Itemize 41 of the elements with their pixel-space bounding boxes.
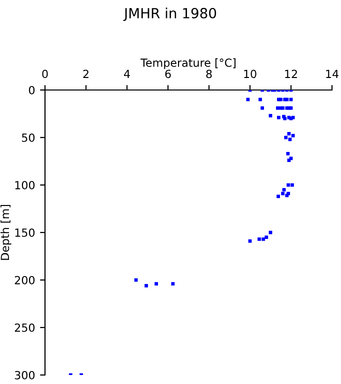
point — [258, 98, 262, 102]
y-tick-label: 200 — [14, 276, 35, 284]
point — [268, 114, 272, 118]
point — [154, 282, 158, 286]
x-tick-label: 8 — [206, 70, 212, 78]
point — [171, 282, 175, 286]
point — [281, 192, 284, 196]
y-tick-label: 0 — [28, 86, 35, 94]
point — [246, 98, 250, 102]
chart-title: JMHR in 1980 — [123, 8, 216, 22]
x-tick-label: 14 — [326, 70, 338, 78]
x-tick-label: 0 — [42, 70, 48, 78]
x-tick-label: 12 — [285, 70, 297, 78]
x-tick-label: 4 — [124, 70, 130, 78]
y-tick-label: 150 — [15, 228, 35, 237]
point — [282, 188, 286, 192]
point — [264, 236, 268, 239]
point — [260, 106, 264, 110]
y-axis-title: Depth [m] — [0, 205, 12, 260]
point — [262, 237, 266, 241]
x-tick-label: 2 — [83, 70, 88, 78]
point — [291, 134, 295, 138]
y-tick-label: 100 — [15, 180, 35, 190]
point — [144, 284, 148, 288]
point — [286, 183, 290, 187]
x-tick-label: 10 — [244, 70, 256, 78]
point — [276, 194, 280, 198]
point — [288, 138, 292, 142]
point — [286, 152, 290, 156]
x-tick-label: 6 — [165, 70, 171, 78]
point — [287, 132, 291, 136]
point — [258, 237, 261, 241]
y-tick-label: 50 — [22, 133, 35, 142]
point — [284, 136, 288, 140]
y-tick-label: 250 — [14, 323, 35, 332]
x-axis-title: Temperature [°C] — [140, 58, 236, 70]
point — [276, 106, 280, 110]
y-tick-label: 300 — [14, 370, 35, 380]
point — [248, 239, 252, 243]
point — [290, 183, 294, 187]
point — [277, 116, 280, 120]
